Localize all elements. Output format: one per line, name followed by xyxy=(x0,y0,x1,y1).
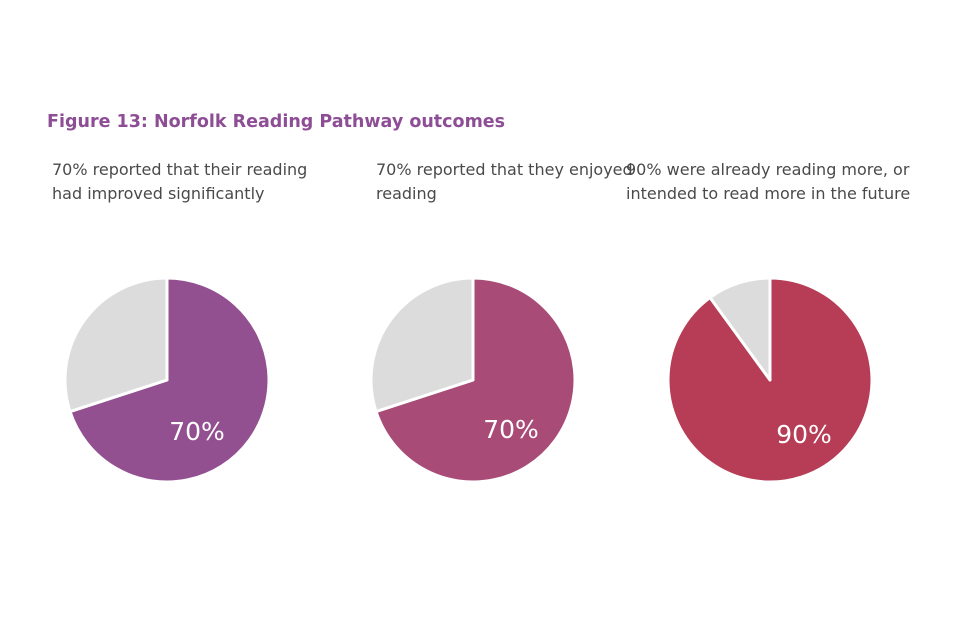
figure-title: Figure 13: Norfolk Reading Pathway outco… xyxy=(47,112,506,132)
slice-remainder xyxy=(369,276,475,414)
slice-remainder xyxy=(708,276,772,382)
pie-chart-reading-more: 90% xyxy=(666,276,874,484)
pie-panel-reading-more: 90% were already reading more, or intend… xyxy=(626,0,926,640)
pie-caption: 90% were already reading more, or intend… xyxy=(626,160,911,203)
pie-caption: 70% reported that their reading had impr… xyxy=(52,160,308,203)
pie-caption: 70% reported that they enjoyed reading xyxy=(376,160,633,203)
pie-panel-enjoyed-reading: 70% reported that they enjoyed reading 7… xyxy=(369,0,676,640)
pie-chart-enjoyed-reading: 70% xyxy=(369,276,577,484)
slice-remainder xyxy=(63,276,169,414)
pie-data-label: 70% xyxy=(483,415,539,444)
slice-reading-improved xyxy=(68,276,271,484)
pie-panel-reading-improved: 70% reported that their reading had impr… xyxy=(52,0,352,640)
pie-data-label: 90% xyxy=(776,420,832,449)
slice-enjoyed-reading xyxy=(374,276,577,484)
pie-chart-reading-improved: 70% xyxy=(63,276,271,484)
pie-data-label: 70% xyxy=(169,417,225,446)
